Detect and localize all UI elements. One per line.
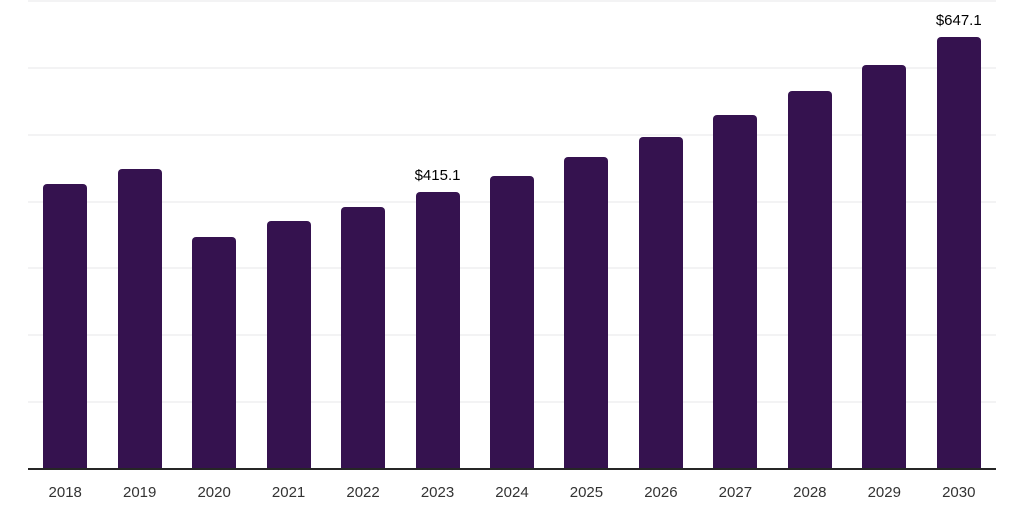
bar-2023: [415, 192, 460, 470]
x-tick-2022: 2022: [346, 484, 380, 501]
bar-2030: [936, 37, 981, 470]
x-tick-2030: 2030: [942, 484, 976, 501]
plot-area: $415.1 $647.1: [28, 0, 996, 470]
bar-2018: [43, 183, 88, 470]
bar-2029: [862, 64, 907, 470]
bar-2025: [564, 157, 609, 470]
gridline-700: [28, 0, 996, 2]
gridline-600: [28, 66, 996, 69]
gridline-500: [28, 133, 996, 136]
x-axis-line: [28, 468, 996, 470]
bar-2022: [341, 207, 386, 470]
x-tick-2027: 2027: [718, 484, 753, 501]
bar-2024: [490, 175, 534, 470]
x-tick-2020: 2020: [197, 484, 231, 501]
bar-2021: [266, 220, 311, 470]
x-tick-2029: 2029: [867, 484, 901, 501]
x-tick-2018: 2018: [48, 484, 82, 501]
bar-2019: [117, 169, 162, 470]
x-tick-2025: 2025: [569, 484, 604, 501]
bar-2028: [787, 90, 832, 470]
bar-value-label-2030: $647.1: [935, 12, 982, 30]
x-tick-2019: 2019: [122, 484, 157, 501]
bar-2020: [192, 237, 237, 470]
x-tick-2024: 2024: [495, 484, 529, 501]
x-tick-2028: 2028: [793, 484, 827, 501]
x-tick-2026: 2026: [644, 484, 678, 501]
bar-2027: [713, 115, 758, 470]
x-tick-2023: 2023: [420, 484, 455, 501]
bar-2026: [638, 137, 683, 470]
x-tick-2021: 2021: [271, 484, 306, 501]
bar-value-label-2023: $415.1: [414, 167, 461, 185]
